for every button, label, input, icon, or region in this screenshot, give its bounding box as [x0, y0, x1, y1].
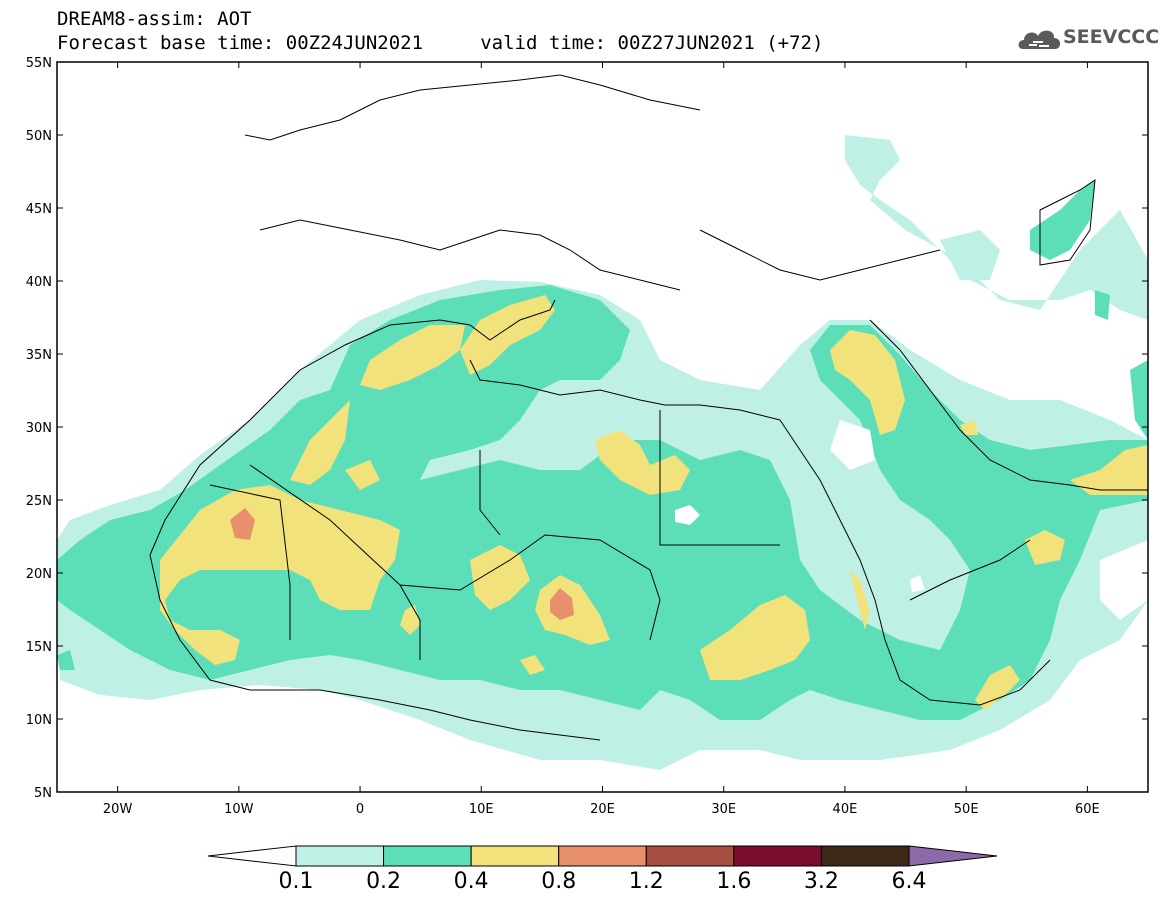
logo-text: SEEVCCC: [1063, 26, 1160, 48]
lon-tick-label: 50E: [954, 802, 979, 817]
lat-tick-label: 20N: [26, 567, 52, 582]
colorbar-segment: [295, 845, 385, 867]
colorbar-label: 3.2: [803, 869, 839, 894]
lat-tick-label: 30N: [26, 421, 52, 436]
lat-tick-label: 10N: [26, 713, 52, 728]
lon-tick-label: 30E: [711, 802, 736, 817]
lon-tick-label: 0: [356, 802, 364, 817]
colorbar-under-triangle: [207, 845, 297, 867]
lat-axis: 55N 50N 45N 40N 35N 30N 25N 20N 15N 10N 5N: [26, 56, 1148, 801]
colorbar-segment: [733, 845, 822, 867]
cloud-icon: [1018, 30, 1061, 49]
colorbar-segment: [820, 845, 910, 867]
colorbar-over-triangle: [908, 845, 998, 867]
lat-tick-label: 5N: [34, 786, 52, 801]
colorbar-label: 0.4: [453, 869, 489, 894]
colorbar-label: 0.8: [541, 869, 577, 894]
colorbar-label: 0.2: [366, 869, 402, 894]
colorbar-segment: [470, 845, 560, 867]
lat-tick-label: 35N: [26, 348, 52, 363]
colorbar-label: 1.2: [628, 869, 664, 894]
colorbar-label: 6.4: [891, 869, 927, 894]
lat-tick-label: 45N: [26, 202, 52, 217]
lon-tick-label: 60E: [1075, 802, 1100, 817]
chart-title: DREAM8-assim: AOT: [57, 8, 252, 30]
lat-tick-label: 40N: [26, 275, 52, 290]
colorbar-label: 0.1: [278, 869, 314, 894]
lon-tick-label: 10E: [469, 802, 494, 817]
colorbar-segment: [383, 845, 472, 867]
lon-tick-label: 20E: [590, 802, 615, 817]
lat-tick-label: 55N: [26, 56, 52, 71]
lat-tick-label: 25N: [26, 494, 52, 509]
colorbar-segment: [645, 845, 735, 867]
aot-field: [57, 135, 1148, 770]
seevccc-logo: SEEVCCC: [1017, 23, 1159, 53]
colorbar-label: 1.6: [716, 869, 752, 894]
lon-tick-label: 40E: [833, 802, 858, 817]
lat-tick-label: 50N: [26, 129, 52, 144]
lon-tick-label: 10W: [224, 802, 254, 817]
lon-axis: 20W 10W 0 10E 20E 30E 40E 50E 60E: [103, 62, 1100, 817]
colorbar: [207, 845, 998, 867]
chart-subtitle: Forecast base time: 00Z24JUN2021 valid t…: [57, 32, 824, 54]
lon-tick-label: 20W: [103, 802, 133, 817]
colorbar-segment: [558, 845, 647, 867]
lat-tick-label: 15N: [26, 640, 52, 655]
coastlines: [149, 74, 1148, 741]
